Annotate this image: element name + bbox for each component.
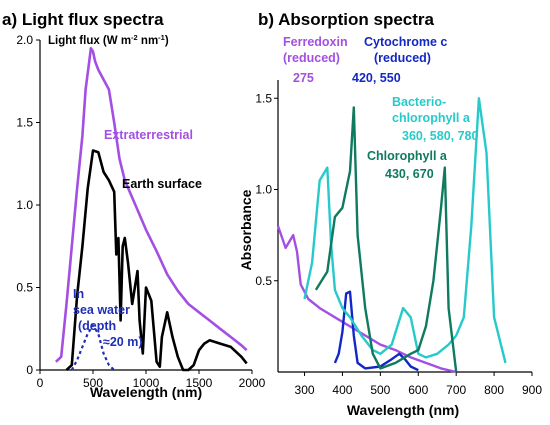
panel-b-plot: 300 400 500 600 700 800 900 0.5 1.0 1.5 Ferredoxin… (255, 35, 542, 397)
panel-b-x-tick-label: 300 (295, 383, 315, 397)
panel-a-y-tick-label: 1.5 (16, 116, 33, 130)
panel-b-y-tick-label: 1.5 (255, 91, 272, 105)
panel-b-series-chlorophyll-a (314, 106, 458, 373)
panel-b-annotation-ferredoxin: Ferredoxin (283, 35, 348, 49)
panel-a-title: a) Light flux spectra (2, 10, 164, 29)
panel-b-x-tick-label: 400 (332, 383, 352, 397)
panel-b-y-tick-label: 0.5 (255, 274, 272, 288)
panel-b-x-tick-label: 500 (370, 383, 390, 397)
panel-b-x-tick-label: 900 (522, 383, 542, 397)
panel-a-annotation-in: In (73, 287, 84, 301)
panel-a-plot: 0 500 1000 1500 2000 0 0.5 1.0 1.5 2.0 Extraterres… (16, 33, 265, 390)
panel-b-annotation-bacterio-value: 360, 580, 780 (402, 129, 479, 143)
panel-b-annotation-bacterio: Bacterio- (392, 95, 446, 109)
panel-b-xlabel: Wavelength (nm) (347, 402, 459, 418)
panel-a-x-tick-label: 2000 (239, 376, 266, 390)
panel-a-xlabel: Wavelength (nm) (90, 384, 202, 400)
panel-a-y-tick-label: 1.0 (16, 198, 33, 212)
panel-a-annotation-extraterrestrial: Extraterrestrial (104, 128, 193, 142)
panel-b-annotation-cytochrome-c: (reduced) (374, 51, 431, 65)
panel-a-series-in-sea-water-depth-20-m (70, 324, 115, 371)
panel-b-annotation-ferredoxin: (reduced) (283, 51, 340, 65)
panel-b-annotation-ferredoxin-value: 275 (293, 71, 314, 85)
panel-a-x-tick-label: 1500 (186, 376, 213, 390)
panel-b-x-tick-label: 800 (484, 383, 504, 397)
panel-a-x-tick-label: 500 (83, 376, 103, 390)
panel-a-ylabel: Light flux (W m-2 nm-1) (48, 33, 169, 47)
panel-b-annotation-cytochrome-c: Cytochrome c (364, 35, 447, 49)
panel-a-y-tick-label: 0 (26, 363, 33, 377)
panel-b-annotation-cytochrome-c-value: 420, 550 (352, 71, 401, 85)
panel-a-y-tick-label: 2.0 (16, 33, 33, 47)
panel-b-annotation-bacterio: chlorophyll a (392, 111, 471, 125)
panel-a-x-tick-label: 0 (37, 376, 44, 390)
panel-a-annotation-earth-surface: Earth surface (122, 177, 202, 191)
panel-b-x-tick-label: 600 (408, 383, 428, 397)
panel-a-y-tick-label: 0.5 (16, 281, 33, 295)
panel-b-title: b) Absorption spectra (258, 10, 435, 29)
panel-a-x-tick-label: 1000 (133, 376, 160, 390)
panel-a-series-earth-surface (65, 149, 248, 372)
panel-a-series-extraterrestrial (55, 46, 248, 363)
panel-b-series-cytochrome-c-reduced (333, 290, 419, 372)
panel-a-annotation-in: sea water (73, 303, 130, 317)
panel-b-y-tick-label: 1.0 (255, 183, 272, 197)
panel-b-annotation-chlorophyll-a: Chlorophyll a (367, 149, 448, 163)
panel-a-annotation-in: (depth (78, 319, 116, 333)
panel-b-x-tick-label: 700 (446, 383, 466, 397)
panel-b-annotation-chlorophyll-a-value: 430, 670 (385, 167, 434, 181)
panel-a-annotation-in: ≈20 m) (103, 335, 143, 349)
panel-b-ylabel: Absorbance (238, 189, 254, 270)
